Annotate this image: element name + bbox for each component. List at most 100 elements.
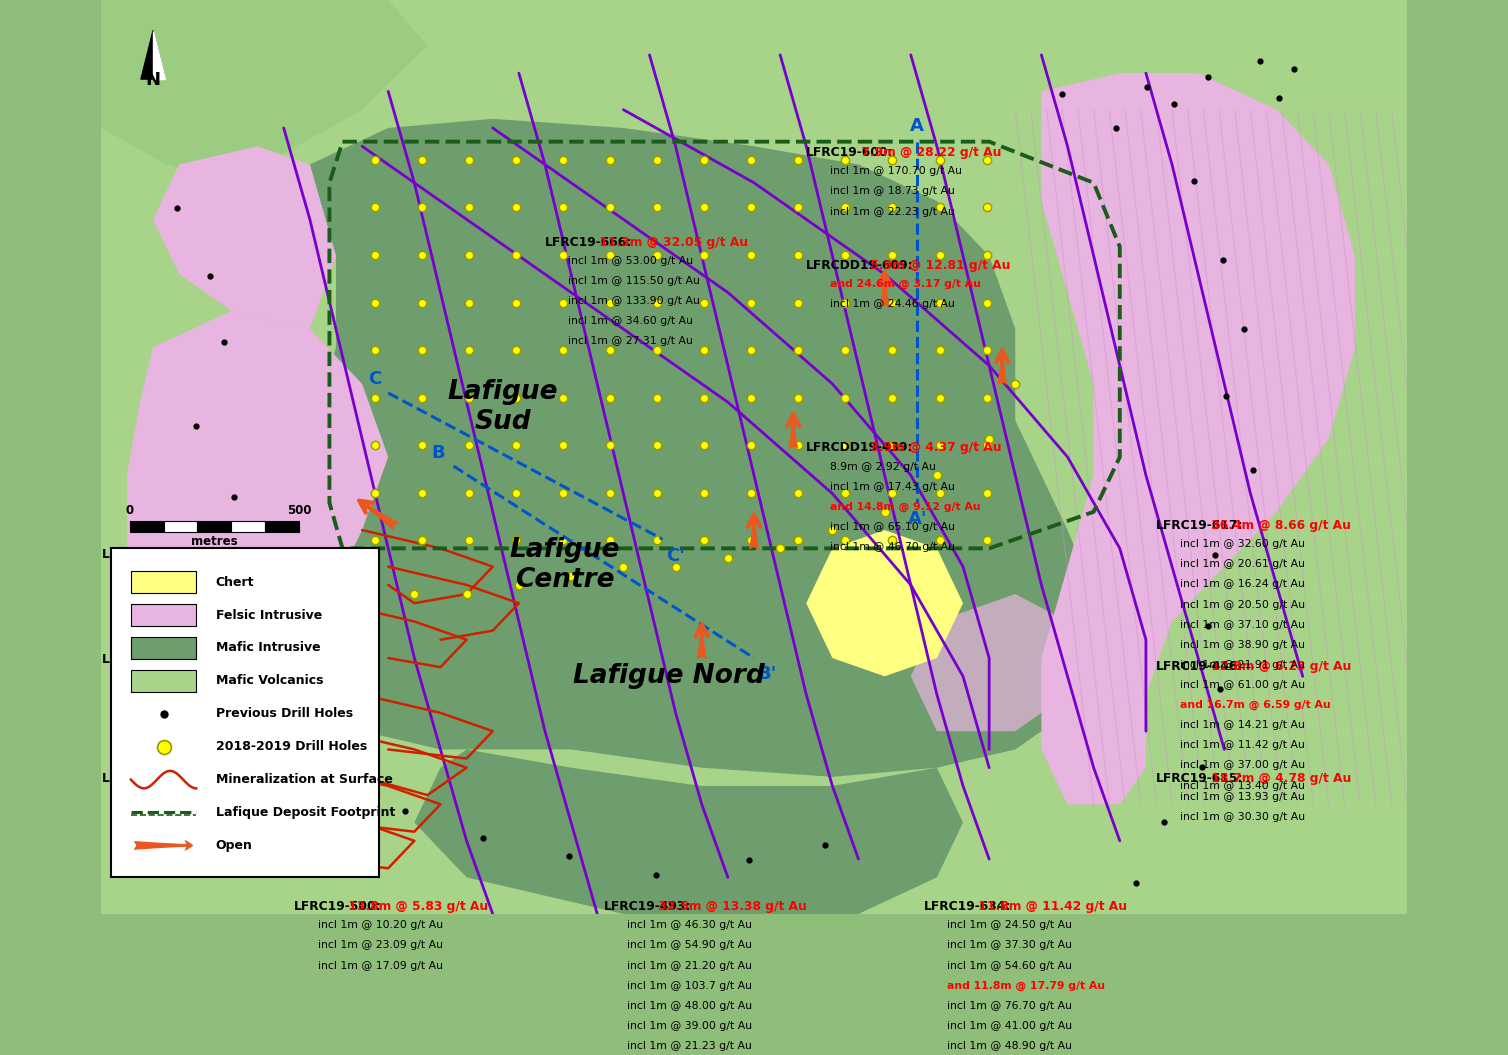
Polygon shape (911, 639, 1407, 914)
Text: incl 1m @ 22.23 g/t Au: incl 1m @ 22.23 g/t Au (829, 207, 955, 216)
Text: and 14.8m @ 9.12 g/t Au: and 14.8m @ 9.12 g/t Au (829, 502, 980, 512)
Polygon shape (1224, 0, 1407, 457)
Text: incl 1m @ 48.90 g/t Au: incl 1m @ 48.90 g/t Au (947, 1041, 1072, 1051)
Text: incl 1m @ 37.00 g/t Au: incl 1m @ 37.00 g/t Au (1179, 761, 1304, 770)
Text: incl 1m @ 170.70 g/t Au: incl 1m @ 170.70 g/t Au (829, 167, 962, 176)
Text: incl 1m @ 18.73 g/t Au: incl 1m @ 18.73 g/t Au (829, 187, 955, 196)
Text: incl 1m @ 24.23 g/t Au: incl 1m @ 24.23 g/t Au (125, 832, 250, 843)
Text: incl 1m @ 13.93 g/t Au: incl 1m @ 13.93 g/t Au (1179, 792, 1304, 803)
Polygon shape (101, 0, 427, 183)
Text: LFRC19-666:: LFRC19-666: (544, 236, 632, 249)
Text: A: A (911, 117, 924, 135)
Text: incl 1m @ 24.50 g/t Au: incl 1m @ 24.50 g/t Au (947, 920, 1072, 931)
Text: and 11.8m @ 17.79 g/t Au: and 11.8m @ 17.79 g/t Au (947, 981, 1105, 991)
Text: Mafic Volcanics: Mafic Volcanics (216, 674, 323, 688)
Text: C': C' (667, 546, 685, 564)
Text: 8.9m @ 2.92 g/t Au: 8.9m @ 2.92 g/t Au (829, 461, 935, 472)
Text: A': A' (908, 510, 927, 528)
Text: incl 1m @ 38.90 g/t Au: incl 1m @ 38.90 g/t Au (1179, 639, 1304, 650)
Bar (198, 521, 231, 532)
Text: incl 1m @ 34.60 g/t Au: incl 1m @ 34.60 g/t Au (569, 316, 694, 326)
Text: metres: metres (192, 535, 238, 549)
Bar (131, 637, 196, 659)
Polygon shape (140, 31, 166, 79)
Text: LFRC19-600:: LFRC19-600: (807, 147, 894, 159)
Text: LFRCDD19-439:: LFRCDD19-439: (807, 441, 914, 455)
Bar (112, 549, 379, 878)
Text: incl 1m @ 20.61 g/t Au: incl 1m @ 20.61 g/t Au (1179, 559, 1304, 570)
Text: LFRC19-617:: LFRC19-617: (1157, 519, 1244, 532)
Text: and 16.7m @ 6.59 g/t Au: and 16.7m @ 6.59 g/t Au (1179, 701, 1330, 710)
Text: LFRCDD19-609:: LFRCDD19-609: (807, 258, 914, 271)
Text: incl 1m @ 32.60 g/t Au: incl 1m @ 32.60 g/t Au (1179, 539, 1304, 550)
Text: incl 1m @ 11.42 g/t Au: incl 1m @ 11.42 g/t Au (1179, 741, 1304, 750)
Text: incl 1m @ 12.09 g/t Au: incl 1m @ 12.09 g/t Au (125, 673, 250, 684)
Polygon shape (101, 713, 258, 896)
Text: incl 1m @ 133.90 g/t Au: incl 1m @ 133.90 g/t Au (569, 296, 700, 306)
Polygon shape (1250, 475, 1407, 731)
Text: Felsic Intrusive: Felsic Intrusive (216, 609, 323, 621)
Text: 0: 0 (125, 504, 134, 518)
Text: 11.8m @ 11.42 g/t Au: 11.8m @ 11.42 g/t Au (974, 900, 1126, 914)
Text: 10m @ 4.62 g/t Au: 10m @ 4.62 g/t Au (152, 549, 284, 561)
Text: incl 1m @ 23.09 g/t Au: incl 1m @ 23.09 g/t Au (318, 940, 443, 951)
Polygon shape (911, 594, 1068, 731)
Text: LFRC19-500:: LFRC19-500: (294, 900, 382, 914)
Text: incl 1m @ 16.24 g/t Au: incl 1m @ 16.24 g/t Au (1179, 579, 1304, 590)
Text: incl 1m @ 37.30 g/t Au: incl 1m @ 37.30 g/t Au (947, 940, 1072, 951)
Text: LFRC19-493:: LFRC19-493: (603, 900, 691, 914)
Text: 18.7m @ 4.78 g/t Au: 18.7m @ 4.78 g/t Au (1206, 772, 1351, 785)
Text: incl 1m @ 54.60 g/t Au: incl 1m @ 54.60 g/t Au (947, 960, 1072, 971)
Text: 3.9m @ 4.37 g/t Au: 3.9m @ 4.37 g/t Au (866, 441, 1001, 455)
Text: incl 1m @ 10.20 g/t Au: incl 1m @ 10.20 g/t Au (318, 920, 443, 931)
Text: Lafigue Nord: Lafigue Nord (573, 664, 765, 689)
Text: 2018-2019 Drill Holes: 2018-2019 Drill Holes (216, 741, 366, 753)
Text: LFRC19-510:: LFRC19-510: (103, 772, 190, 785)
Text: incl 1m @ 54.90 g/t Au: incl 1m @ 54.90 g/t Au (627, 940, 752, 951)
Bar (163, 521, 198, 532)
Text: 16.7m @ 3.65 g/t Au: 16.7m @ 3.65 g/t Au (152, 653, 297, 667)
Text: incl 1m @ 103.7 g/t Au: incl 1m @ 103.7 g/t Au (627, 981, 752, 991)
Text: 7.9m @ 28.22 g/t Au: 7.9m @ 28.22 g/t Au (857, 147, 1001, 159)
Bar (131, 605, 196, 626)
Text: incl 1m @ 31.80 g/t Au: incl 1m @ 31.80 g/t Au (125, 812, 250, 823)
Text: incl 1m @ 14.21 g/t Au: incl 1m @ 14.21 g/t Au (1179, 721, 1304, 730)
Polygon shape (284, 119, 1093, 776)
Text: incl 1m @ 27.31 g/t Au: incl 1m @ 27.31 g/t Au (569, 337, 694, 346)
Text: Open: Open (216, 839, 253, 851)
Text: incl 1m @ 21.23 g/t Au: incl 1m @ 21.23 g/t Au (627, 1041, 752, 1051)
Polygon shape (154, 31, 166, 79)
Bar (265, 521, 300, 532)
Text: 13.8m @ 5.83 g/t Au: 13.8m @ 5.83 g/t Au (344, 900, 489, 914)
Text: N: N (146, 72, 160, 90)
Text: incl 1m @ 39.00 g/t Au: incl 1m @ 39.00 g/t Au (627, 1021, 752, 1031)
Polygon shape (127, 311, 388, 731)
Text: incl 1m @ 76.70 g/t Au: incl 1m @ 76.70 g/t Au (947, 1001, 1072, 1011)
Text: incl 1m @ 17.09 g/t Au: incl 1m @ 17.09 g/t Au (318, 960, 443, 971)
Text: incl 1m @ 30.30 g/t Au: incl 1m @ 30.30 g/t Au (1179, 812, 1304, 823)
Text: and 24.6m @ 3.17 g/t Au: and 24.6m @ 3.17 g/t Au (829, 279, 980, 289)
Polygon shape (807, 530, 964, 676)
Polygon shape (154, 147, 336, 329)
Text: Previous Drill Holes: Previous Drill Holes (216, 707, 353, 721)
Text: incl 1m @ 46.70 g/t Au: incl 1m @ 46.70 g/t Au (829, 542, 955, 552)
Text: C: C (368, 370, 382, 388)
Text: 5.9m @ 12.81 g/t Au: 5.9m @ 12.81 g/t Au (866, 258, 1010, 271)
Text: incl 1m @ 66.20 g/t Au: incl 1m @ 66.20 g/t Au (125, 792, 250, 803)
Text: Mineralization at Surface: Mineralization at Surface (216, 773, 392, 786)
Text: 500: 500 (287, 504, 312, 518)
Polygon shape (1042, 73, 1354, 804)
Text: 12.8m @ 6.23 g/t Au: 12.8m @ 6.23 g/t Au (1206, 659, 1351, 673)
Text: incl 1m @ 24.46 g/t Au: incl 1m @ 24.46 g/t Au (829, 299, 955, 309)
Bar (131, 571, 196, 593)
Text: LFRC19-634:: LFRC19-634: (924, 900, 1010, 914)
Text: 32.5m @ 13.38 g/t Au: 32.5m @ 13.38 g/t Au (654, 900, 807, 914)
Text: incl 1m @ 61.00 g/t Au: incl 1m @ 61.00 g/t Au (1179, 680, 1304, 690)
Bar (131, 670, 196, 692)
Text: LFRC19-615:: LFRC19-615: (1157, 772, 1244, 785)
Text: incl 1m @ 37.10 g/t Au: incl 1m @ 37.10 g/t Au (1179, 619, 1304, 630)
Text: incl 1m @ 65.10 g/t Au: incl 1m @ 65.10 g/t Au (829, 522, 955, 532)
Bar (231, 521, 265, 532)
Polygon shape (101, 0, 1407, 914)
Text: incl 1m @ 13.40 g/t Au: incl 1m @ 13.40 g/t Au (1179, 781, 1304, 790)
